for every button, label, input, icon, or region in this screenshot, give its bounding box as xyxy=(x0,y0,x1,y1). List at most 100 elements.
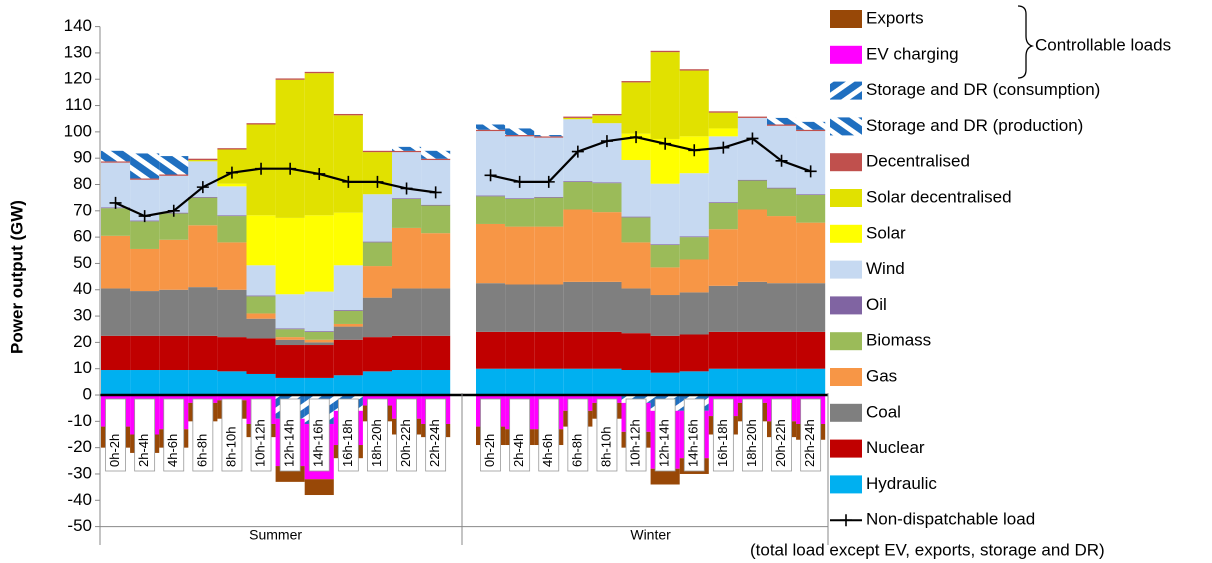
bar-segment xyxy=(621,242,651,289)
bar-segment xyxy=(737,180,767,210)
bar-segment xyxy=(246,265,276,296)
bar-segment xyxy=(130,370,160,396)
category-label-box xyxy=(396,398,417,472)
legend-label: Hydraulic xyxy=(866,474,937,493)
legend-swatch xyxy=(830,296,862,315)
y-tick-label: 120 xyxy=(64,69,92,88)
bar-segment xyxy=(767,283,797,332)
category-label-box xyxy=(596,398,618,472)
category-label-box xyxy=(654,398,676,472)
category-label-box xyxy=(279,398,301,472)
bar-segment xyxy=(217,183,247,187)
bar-segment xyxy=(421,204,451,206)
bar-segment xyxy=(737,281,767,332)
bar-segment xyxy=(362,297,392,338)
bar-segment xyxy=(188,287,218,336)
legend-label: Decentralised xyxy=(866,152,970,171)
bar-segment xyxy=(188,335,218,371)
bar-segment xyxy=(534,196,564,198)
bar-segment xyxy=(275,79,305,218)
y-tick-label: 100 xyxy=(64,121,92,140)
bar-segment xyxy=(476,368,506,396)
line-marker xyxy=(775,154,788,167)
bar-segment xyxy=(796,194,826,196)
bar-segment xyxy=(650,244,680,246)
line-marker xyxy=(717,141,730,154)
bar-segment xyxy=(217,371,247,396)
bar-segment xyxy=(505,368,535,396)
bar-segment xyxy=(304,479,334,496)
bar-segment xyxy=(767,187,797,189)
category-label-box xyxy=(771,398,792,472)
category-label: 20h-22h xyxy=(773,419,788,467)
bar-segment xyxy=(737,117,767,180)
bar-segment xyxy=(796,129,826,132)
category-label-box xyxy=(134,398,156,472)
bar-segment xyxy=(476,331,506,369)
bar-segment xyxy=(188,158,218,161)
legend-label: Coal xyxy=(866,402,901,421)
bar-segment xyxy=(392,227,422,289)
bar-segment xyxy=(217,148,247,150)
bar-segment xyxy=(563,117,593,120)
bar-segment xyxy=(650,335,680,373)
bar-segment xyxy=(275,294,305,329)
bar-segment xyxy=(592,331,622,369)
bar-segment xyxy=(101,161,131,163)
bar-segment xyxy=(304,342,334,346)
bar-segment xyxy=(679,173,709,237)
bar-segment xyxy=(101,208,131,236)
category-label: 16h-18h xyxy=(715,419,730,467)
category-label-box xyxy=(221,398,243,472)
category-label-box xyxy=(712,398,734,472)
legend-swatch xyxy=(830,439,862,458)
bar-segment xyxy=(505,226,535,285)
bar-segment xyxy=(304,377,334,396)
legend-label: Gas xyxy=(866,366,897,385)
bar-segment xyxy=(650,50,680,53)
bar-segment xyxy=(101,335,131,371)
bar-segment xyxy=(592,115,622,124)
legend-swatch xyxy=(830,403,862,422)
bar-segment xyxy=(130,248,160,292)
bar-segment xyxy=(505,128,535,136)
bar-segment xyxy=(275,377,305,396)
bar-segment xyxy=(679,334,709,372)
line-marker xyxy=(196,181,209,194)
bar-segment xyxy=(650,245,680,268)
y-tick-label: -30 xyxy=(67,463,92,482)
bar-segment xyxy=(708,331,738,369)
bar-segment xyxy=(679,236,709,238)
bar-segment xyxy=(476,195,506,197)
category-label-box xyxy=(480,398,501,472)
category-label: 6h-8h xyxy=(194,434,209,467)
line-marker xyxy=(542,175,555,188)
legend-swatch xyxy=(830,368,862,386)
legend-brace-label: Controllable loads xyxy=(1035,35,1171,54)
line-marker xyxy=(167,204,180,217)
bar-segment xyxy=(534,197,564,227)
bar-segment xyxy=(246,123,276,125)
bar-segment xyxy=(767,216,797,284)
line-marker xyxy=(313,167,326,180)
bar-segment xyxy=(304,73,334,216)
bar-segment xyxy=(679,237,709,260)
bar-segment xyxy=(275,329,305,338)
bar-segment xyxy=(159,289,189,336)
y-tick-label: 110 xyxy=(65,95,92,114)
bar-segment xyxy=(708,229,738,286)
bar-segment xyxy=(246,296,276,314)
bar-segment xyxy=(505,331,535,369)
line-marker xyxy=(688,144,701,157)
bar-segment xyxy=(767,117,797,125)
category-label-box xyxy=(509,398,531,472)
category-label: 8h-10h xyxy=(223,427,238,467)
legend-label: Solar decentralised xyxy=(866,187,1012,206)
bar-segment xyxy=(650,183,680,245)
bar-segment xyxy=(217,215,247,217)
y-tick-label: 60 xyxy=(73,227,92,246)
bar-segment xyxy=(767,188,797,217)
category-label-box xyxy=(367,398,388,472)
bar-segment xyxy=(333,212,363,266)
